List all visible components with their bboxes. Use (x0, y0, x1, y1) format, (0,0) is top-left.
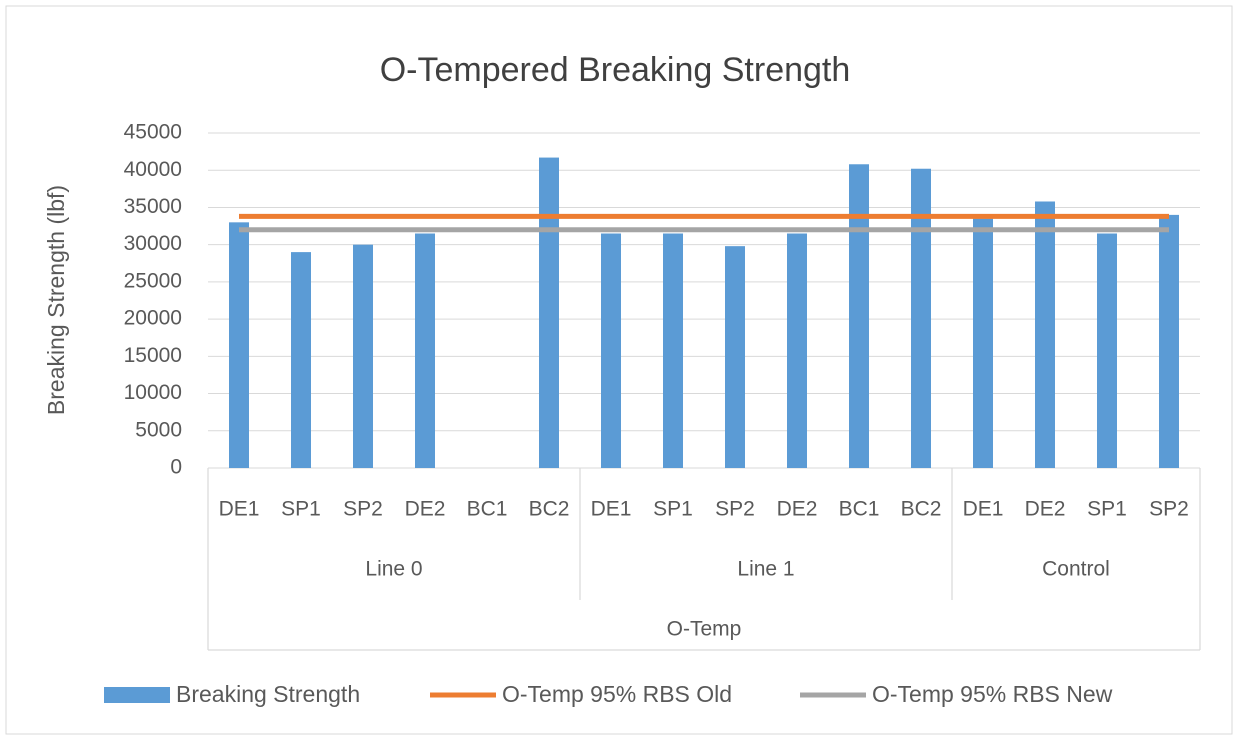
bar (539, 157, 559, 469)
y-tick-label: 40000 (124, 158, 182, 181)
legend-label: O-Temp 95% RBS Old (502, 681, 732, 707)
x-tick-label: SP2 (1149, 498, 1189, 521)
bar (353, 244, 373, 468)
legend-label: Breaking Strength (176, 681, 360, 707)
x-tick-label: BC2 (529, 498, 570, 521)
bar (601, 233, 621, 468)
bar (663, 233, 683, 468)
bar (291, 252, 311, 468)
bar (1097, 233, 1117, 468)
bar (415, 233, 435, 468)
bar (725, 246, 745, 468)
x-tick-label: SP1 (281, 498, 321, 521)
bar (1035, 201, 1055, 468)
x-tick-label: BC1 (839, 498, 880, 521)
x-tick-label: DE1 (963, 498, 1004, 521)
legend-label: O-Temp 95% RBS New (872, 681, 1113, 707)
x-tick-label: DE1 (219, 498, 260, 521)
y-tick-label: 0 (170, 456, 182, 479)
x-tick-label: DE1 (591, 498, 632, 521)
group-label: Line 0 (365, 558, 422, 581)
x-tick-label: BC2 (901, 498, 942, 521)
chart-title: O-Tempered Breaking Strength (380, 51, 851, 89)
bar (787, 233, 807, 468)
y-tick-label: 5000 (135, 418, 182, 441)
bar (229, 222, 249, 468)
bar (911, 168, 931, 468)
y-axis-label: Breaking Strength (lbf) (43, 185, 69, 415)
x-tick-label: SP2 (343, 498, 383, 521)
x-tick-label: SP2 (715, 498, 755, 521)
y-tick-label: 35000 (124, 195, 182, 218)
y-tick-label: 20000 (124, 307, 182, 330)
y-tick-label: 15000 (124, 344, 182, 367)
y-tick-label: 25000 (124, 269, 182, 292)
bar (849, 164, 869, 468)
x-axis-label: O-Temp (667, 618, 742, 641)
legend-swatch (104, 687, 170, 703)
y-tick-label: 30000 (124, 232, 182, 255)
y-tick-label: 45000 (124, 121, 182, 144)
x-tick-label: DE2 (1025, 498, 1066, 521)
x-tick-label: DE2 (777, 498, 818, 521)
x-tick-label: BC1 (467, 498, 508, 521)
x-tick-label: DE2 (405, 498, 446, 521)
bar (973, 218, 993, 468)
y-tick-label: 10000 (124, 381, 182, 404)
group-label: Line 1 (737, 558, 794, 581)
x-tick-label: SP1 (653, 498, 693, 521)
group-label: Control (1042, 558, 1110, 581)
x-tick-label: SP1 (1087, 498, 1127, 521)
bar (1159, 214, 1179, 468)
